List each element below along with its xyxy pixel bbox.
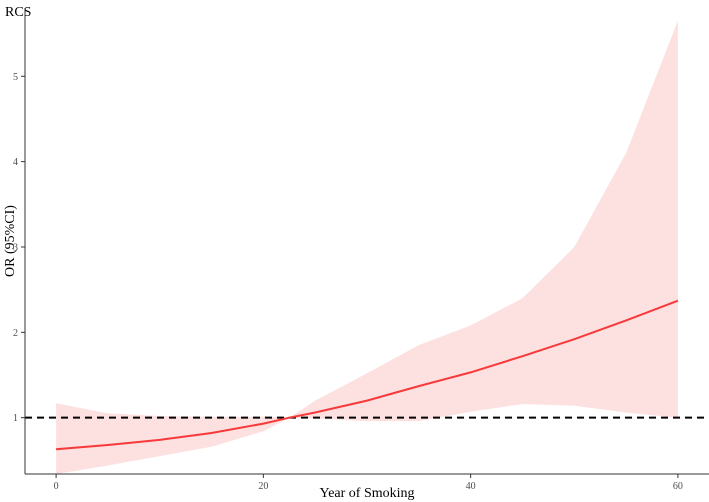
or-spline-line	[56, 299, 679, 451]
y-tick-label: 5	[13, 72, 18, 83]
plot-area	[25, 20, 709, 475]
x-tick-label: 20	[258, 481, 268, 492]
x-axis-ticks: 0 20 40 60	[54, 474, 683, 492]
y-axis-ticks: 1 2 3 4 5	[13, 72, 25, 424]
y-tick-label: 3	[13, 242, 18, 253]
x-axis-title: Year of Smoking	[319, 486, 414, 501]
y-tick-label: 1	[13, 413, 18, 424]
confidence-band	[56, 20, 678, 475]
y-axis-title: OR (95%CI)	[3, 205, 18, 277]
x-tick-label: 0	[54, 481, 59, 492]
y-tick-label: 4	[13, 157, 18, 168]
x-tick-label: 40	[466, 481, 476, 492]
chart-title: RCS	[5, 5, 31, 20]
x-tick-label: 60	[673, 481, 683, 492]
y-tick-label: 2	[13, 328, 18, 339]
